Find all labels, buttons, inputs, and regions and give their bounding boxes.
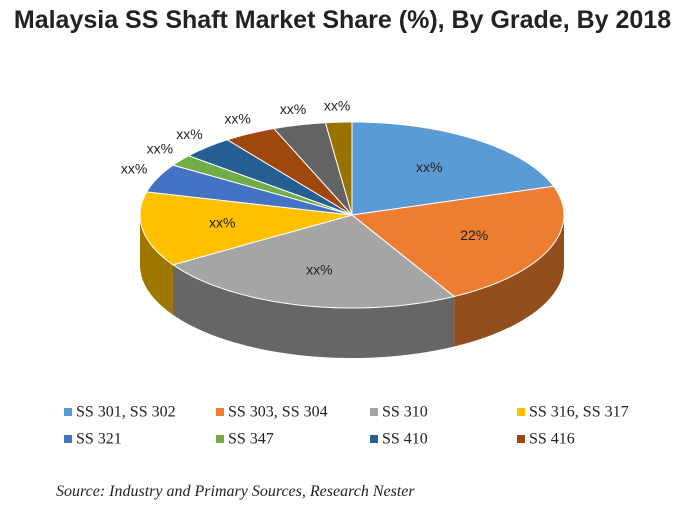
data-label: xx% [324, 98, 350, 114]
pie-slice [324, 121, 353, 216]
legend-marker [517, 435, 525, 443]
pie-slice [351, 121, 555, 216]
legend-label: SS 416 [529, 431, 575, 448]
pie-slice [139, 191, 353, 266]
legend-label: SS 410 [382, 431, 428, 448]
legend-label: SS 321 [76, 431, 122, 448]
slice-side [454, 215, 564, 347]
legend-label: SS 303, SS 304 [228, 404, 328, 421]
pie-slice [226, 127, 353, 216]
pie-slice [272, 122, 353, 216]
legend-marker [517, 408, 525, 416]
pie-slice [171, 214, 456, 309]
legend-label: SS 301, SS 302 [76, 404, 176, 421]
legend-marker [64, 435, 72, 443]
legend-marker [370, 435, 378, 443]
legend-marker [370, 408, 378, 416]
data-label: xx% [306, 262, 332, 278]
pie-slice [145, 164, 353, 216]
pie-slice [187, 139, 353, 216]
pie-slice [350, 185, 565, 298]
data-label: xx% [209, 215, 235, 231]
data-label: xx% [147, 140, 173, 156]
slice-side [140, 215, 174, 315]
chart-title: Malaysia SS Shaft Market Share (%), By G… [13, 6, 672, 34]
slice-side [173, 264, 455, 358]
data-label: 22% [460, 227, 488, 243]
data-label: xx% [121, 160, 147, 176]
data-label: xx% [280, 101, 306, 117]
legend-label: SS 310 [382, 404, 428, 421]
data-label: xx% [176, 126, 202, 142]
legend-label: SS 347 [228, 431, 274, 448]
data-label: xx% [416, 159, 442, 175]
legend-marker [216, 435, 224, 443]
data-label: xx% [224, 110, 250, 126]
legend-label: SS 316, SS 317 [529, 404, 629, 421]
legend-marker [64, 408, 72, 416]
source-note: Source: Industry and Primary Sources, Re… [56, 483, 415, 500]
legend-marker [216, 408, 224, 416]
